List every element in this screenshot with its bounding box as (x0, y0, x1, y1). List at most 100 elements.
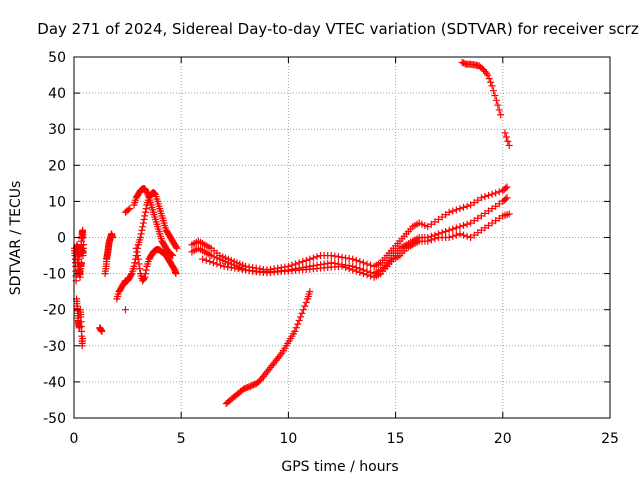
data-point (484, 71, 492, 79)
data-point (172, 270, 180, 278)
series-peak-3h (130, 185, 177, 260)
data-point (467, 234, 475, 241)
data-point (238, 265, 246, 273)
data-point (356, 268, 364, 276)
data-point (492, 96, 500, 104)
data-point (306, 255, 314, 263)
data-point (98, 327, 106, 335)
x-tick-label: 15 (387, 431, 405, 447)
data-point (306, 288, 314, 296)
data-point (449, 207, 457, 215)
x-tick-label: 20 (494, 431, 512, 447)
data-point (487, 78, 495, 86)
data-point (172, 243, 180, 251)
data-point (302, 256, 310, 264)
data-point (501, 129, 509, 137)
data-point (505, 210, 513, 218)
data-point (467, 219, 475, 227)
data-point (109, 234, 117, 241)
y-tick-label: -20 (43, 303, 66, 319)
data-point (234, 265, 242, 273)
data-point (494, 101, 502, 109)
data-point (142, 187, 150, 195)
data-point (140, 274, 148, 282)
data-point (126, 205, 134, 213)
data-point (202, 256, 210, 264)
data-point (474, 196, 482, 204)
data-point (291, 327, 299, 335)
data-point (139, 223, 147, 231)
data-point (445, 208, 453, 216)
data-point (133, 248, 141, 256)
data-point (352, 267, 360, 275)
data-point (495, 200, 503, 208)
data-point (481, 224, 489, 232)
data-point (477, 212, 485, 220)
y-tick-label: -30 (43, 339, 66, 355)
y-tick-label: 40 (48, 86, 66, 102)
y-tick-label: -10 (43, 267, 66, 283)
data-point (488, 205, 496, 213)
data-point (485, 221, 493, 229)
data-point (297, 313, 305, 321)
data-point (302, 298, 310, 306)
series-dip-3-4.5h (132, 244, 180, 285)
data-point (134, 252, 142, 260)
data-point (80, 241, 88, 249)
data-point (485, 207, 493, 215)
y-tick-label: 0 (57, 231, 66, 247)
data-point (504, 137, 512, 145)
data-point (503, 194, 511, 202)
data-point (299, 306, 307, 314)
y-tick-label: -50 (43, 411, 66, 427)
data-point (481, 193, 489, 201)
y-tick-label: 20 (48, 158, 66, 174)
data-point (497, 111, 505, 119)
data-point (470, 231, 478, 239)
data-point (136, 265, 144, 273)
data-point (138, 226, 146, 234)
data-point (292, 324, 300, 332)
data-point (168, 251, 176, 259)
data-point (470, 217, 478, 225)
data-point (490, 87, 498, 95)
data-point (136, 234, 144, 241)
data-point (463, 220, 471, 228)
data-point (342, 254, 350, 262)
data-point (459, 231, 467, 239)
data-point (359, 270, 367, 278)
y-axis-ticks: -50 -40 -30 -20 -10 0 10 20 30 40 50 (43, 50, 610, 427)
x-tick-label: 0 (70, 431, 79, 447)
data-point (502, 184, 510, 192)
data-point (209, 259, 217, 267)
data-point (345, 265, 353, 273)
data-point (427, 236, 435, 244)
data-point (463, 232, 471, 240)
data-point (459, 221, 467, 229)
data-point (349, 266, 357, 274)
data-point (424, 237, 432, 245)
data-point (492, 189, 500, 197)
data-point (481, 209, 489, 217)
data-point (227, 264, 235, 272)
data-point (470, 199, 478, 207)
data-point (442, 227, 450, 235)
data-point (502, 195, 510, 203)
data-point (452, 231, 460, 239)
series-drop-18-20h (458, 58, 513, 149)
data-point (79, 234, 87, 241)
data-point (488, 190, 496, 198)
data-point (452, 224, 460, 232)
data-point (434, 215, 442, 223)
data-point (345, 255, 353, 263)
series-arc-1-2h (96, 230, 117, 335)
data-point (456, 205, 464, 213)
data-point (327, 252, 335, 260)
data-point (220, 262, 228, 270)
y-axis-label: SDTVAR / TECUs (8, 181, 24, 296)
data-point (294, 320, 302, 328)
data-point (141, 270, 149, 278)
data-point (427, 220, 435, 228)
x-axis-ticks: 0 5 10 15 20 25 (70, 57, 619, 447)
series-plateau-band-a (188, 183, 511, 274)
